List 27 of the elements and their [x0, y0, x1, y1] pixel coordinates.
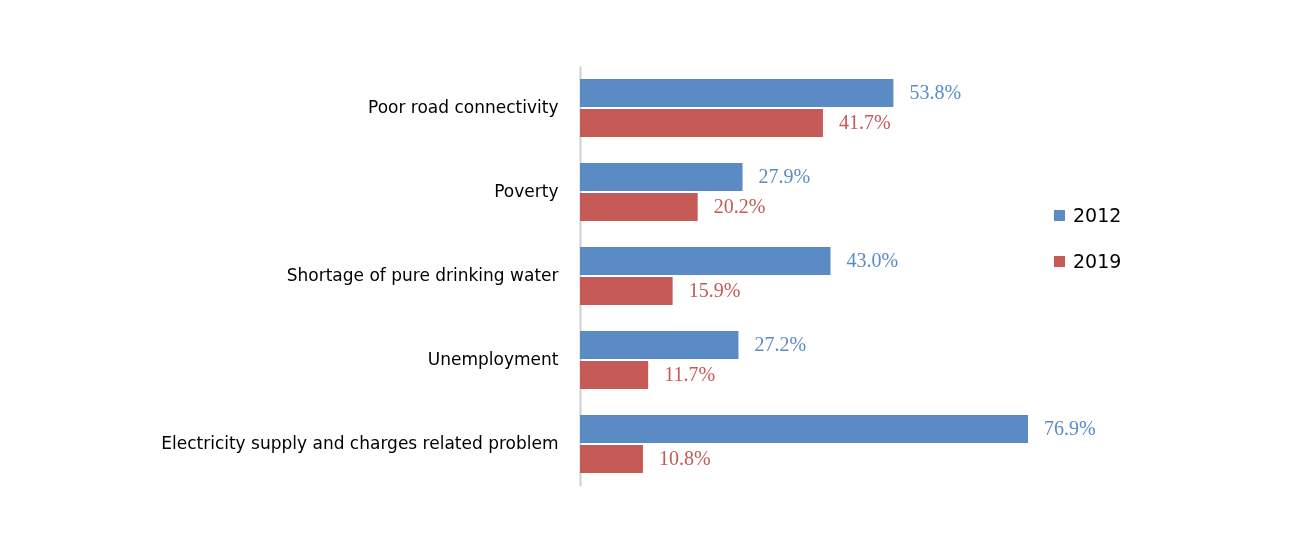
data-label: 15.9%	[688, 279, 741, 302]
bar	[580, 109, 823, 138]
data-label: 41.7%	[838, 111, 891, 134]
bar	[580, 445, 643, 474]
data-label: 20.2%	[713, 195, 766, 218]
bar	[580, 277, 673, 306]
y-tick-label: Poverty	[494, 181, 559, 201]
bar	[580, 162, 743, 191]
data-label: 43.0%	[846, 248, 899, 271]
bar	[580, 78, 894, 107]
y-tick-label: Electricity supply and charges related problem	[161, 433, 559, 453]
y-tick-label: Poor road connectivity	[368, 97, 559, 117]
data-label: 11.7%	[664, 363, 716, 386]
data-label: 53.8%	[909, 80, 962, 103]
data-label: 10.8%	[658, 447, 711, 470]
bar	[580, 361, 649, 390]
legend-label: 2019	[1073, 249, 1122, 272]
bar	[580, 193, 698, 222]
legend-label: 2012	[1073, 203, 1122, 226]
data-label: 76.9%	[1044, 416, 1096, 439]
y-tick-label: Unemployment	[427, 349, 559, 369]
bar	[580, 414, 1028, 443]
bar	[580, 246, 831, 275]
data-label: 27.9%	[758, 164, 811, 187]
data-label: 27.2%	[754, 332, 807, 355]
y-tick-label: Shortage of pure drinking water	[286, 265, 559, 285]
bar	[580, 330, 739, 359]
